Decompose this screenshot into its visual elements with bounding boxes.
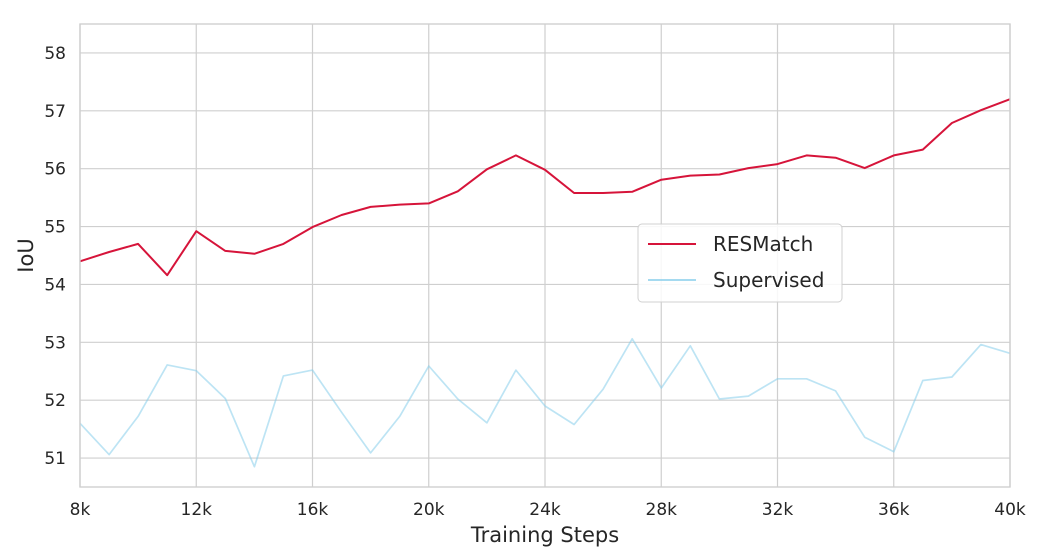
y-tick-label: 57: [44, 102, 66, 122]
x-tick-label: 8k: [70, 500, 91, 520]
x-tick-label: 40k: [994, 500, 1026, 520]
series-line-resmatch: [79, 98, 1011, 277]
y-tick-label: 53: [44, 333, 66, 353]
x-tick-label: 20k: [413, 500, 445, 520]
x-tick-label: 12k: [181, 500, 213, 520]
y-tick-label: 55: [44, 218, 66, 238]
y-tick-label: 52: [44, 391, 66, 411]
y-tick-label: 58: [44, 44, 66, 64]
x-tick-label: 16k: [297, 500, 329, 520]
grid: [79, 24, 1011, 487]
y-tick-label: 56: [44, 160, 66, 180]
legend: RESMatch Supervised: [637, 223, 843, 303]
plot-frame: [79, 23, 1011, 488]
series-lines: [79, 98, 1011, 468]
x-axis-label: Training Steps: [470, 523, 619, 547]
y-axis-label: IoU: [14, 238, 38, 272]
series-line-supervised: [79, 337, 1011, 468]
tick-labels: 8k 12k 16k 20k 24k 28k 32k 36k 40k 51 52 53 54 55 56 57…: [44, 44, 1026, 520]
x-tick-label: 36k: [878, 500, 910, 520]
legend-label-supervised: Supervised: [713, 268, 824, 292]
y-tick-label: 51: [44, 449, 66, 469]
x-tick-label: 28k: [646, 500, 678, 520]
legend-label-resmatch: RESMatch: [713, 232, 813, 256]
x-tick-label: 24k: [529, 500, 561, 520]
x-tick-label: 32k: [762, 500, 794, 520]
y-tick-label: 54: [44, 275, 66, 295]
